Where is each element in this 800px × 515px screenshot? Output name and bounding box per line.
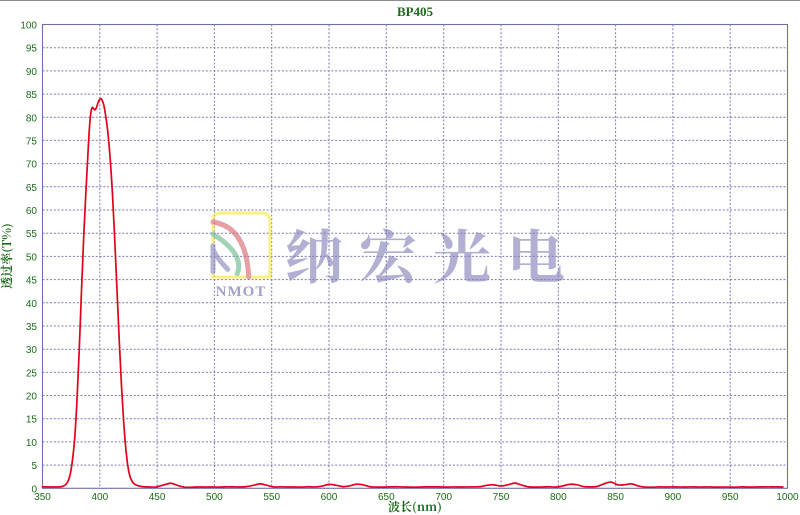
svg-text:5: 5 <box>31 461 37 472</box>
svg-text:800: 800 <box>550 492 567 503</box>
svg-text:95: 95 <box>26 44 38 55</box>
svg-text:100: 100 <box>20 21 37 32</box>
svg-text:BP405: BP405 <box>397 4 434 19</box>
svg-text:60: 60 <box>26 206 38 217</box>
svg-text:纳宏光电: 纳宏光电 <box>285 211 581 295</box>
svg-text:15: 15 <box>26 415 38 426</box>
svg-text:55: 55 <box>26 229 38 240</box>
svg-text:750: 750 <box>493 492 510 503</box>
svg-text:45: 45 <box>26 276 38 287</box>
svg-text:25: 25 <box>26 368 38 379</box>
svg-text:900: 900 <box>665 492 682 503</box>
svg-text:350: 350 <box>34 492 51 503</box>
svg-text:85: 85 <box>26 90 38 101</box>
svg-text:透过率(T%): 透过率(T%) <box>0 223 15 289</box>
svg-text:450: 450 <box>149 492 166 503</box>
svg-text:10: 10 <box>26 438 38 449</box>
svg-text:950: 950 <box>722 492 739 503</box>
svg-text:90: 90 <box>26 67 38 78</box>
svg-text:65: 65 <box>26 183 38 194</box>
svg-text:50: 50 <box>26 252 38 263</box>
svg-text:75: 75 <box>26 136 38 147</box>
svg-text:550: 550 <box>263 492 280 503</box>
svg-text:400: 400 <box>91 492 108 503</box>
svg-text:NMOT: NMOT <box>216 284 267 300</box>
svg-text:850: 850 <box>607 492 624 503</box>
svg-text:500: 500 <box>206 492 223 503</box>
svg-text:1000: 1000 <box>776 492 799 503</box>
svg-text:35: 35 <box>26 322 38 333</box>
svg-text:80: 80 <box>26 113 38 124</box>
svg-text:30: 30 <box>26 345 38 356</box>
svg-text:20: 20 <box>26 392 38 403</box>
svg-text:波长(nm): 波长(nm) <box>388 498 442 515</box>
svg-text:70: 70 <box>26 160 38 171</box>
svg-text:600: 600 <box>321 492 338 503</box>
svg-text:40: 40 <box>26 299 38 310</box>
